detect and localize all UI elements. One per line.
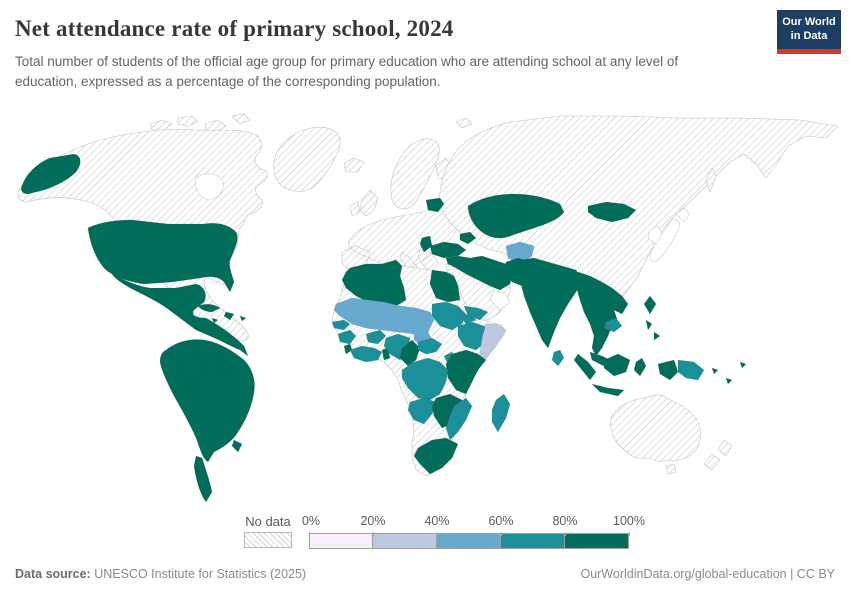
country-caucasus[interactable] [459,231,477,245]
country-iran-iraq-syria[interactable] [445,255,513,291]
country-papua-new-guinea[interactable] [677,359,705,381]
legend-bin-20-40[interactable] [373,533,437,549]
country-puerto-rico[interactable] [239,315,247,322]
country-gulf-of-guinea[interactable] [349,345,383,363]
page-title: Net attendance rate of primary school, 2… [15,16,454,41]
no-data-swatch[interactable] [244,532,292,548]
chart-footer: Data source: UNESCO Institute for Statis… [15,567,835,581]
country-yemen[interactable] [463,305,489,321]
legend-bin-80-100[interactable] [565,533,629,549]
owid-link[interactable]: OurWorldinData.org/global-education | CC… [580,567,835,581]
country-south-america[interactable] [159,339,255,463]
tick-60: 60% [488,514,514,528]
country-madagascar[interactable] [491,393,511,433]
legend-no-data[interactable]: No data [243,514,293,548]
country-egypt[interactable] [429,269,461,303]
country-afghanistan[interactable] [505,241,535,265]
country-korea[interactable] [647,225,663,245]
region-new-zealand-no-data[interactable] [703,439,733,471]
tick-0: 0% [301,514,321,528]
legend-bin-40-60[interactable] [437,533,501,549]
internal-borders [147,197,529,403]
country-central-asia[interactable] [467,193,565,239]
world-map[interactable] [0,108,850,504]
tick-100: 100% [613,514,645,528]
data-source-label: Data source: [15,567,91,581]
chart-subtitle: Total number of students of the official… [15,54,679,90]
country-mainland-se-asia[interactable] [573,271,629,357]
country-serbia[interactable] [419,235,433,253]
data-source: Data source: UNESCO Institute for Statis… [15,567,306,581]
country-cambodia[interactable] [603,317,623,333]
country-sri-lanka[interactable] [551,349,565,367]
country-cuba[interactable] [197,304,221,313]
legend-color-scale: 0% 20% 40% 60% 80% 100% [302,514,645,549]
owid-logo-line1: Our World [782,16,836,28]
country-mexico-central-america[interactable] [111,273,249,357]
country-south-africa[interactable] [413,437,459,475]
country-turkey[interactable] [429,241,467,259]
tick-80: 80% [552,514,578,528]
country-oman-uae[interactable] [489,289,511,311]
owid-logo-line2: in Data [790,29,828,42]
legend-swatches [309,533,631,549]
country-central-african-republic[interactable] [417,337,443,355]
hudson-bay [195,173,224,201]
country-mongolia[interactable] [587,201,637,223]
country-somalia[interactable] [479,323,507,365]
country-cameroon[interactable] [399,339,421,367]
tick-40: 40% [424,514,450,528]
country-philippines[interactable] [643,295,661,341]
region-uk-ireland-no-data[interactable] [349,189,379,217]
no-data-label: No data [245,514,291,529]
region-sakhalin [705,167,717,193]
country-mozambique-malawi[interactable] [445,397,473,441]
country-drc-congo-gabon[interactable] [401,357,449,401]
country-belarus[interactable] [425,197,445,213]
country-maghreb[interactable] [341,259,407,307]
region-australia-no-data[interactable] [610,394,701,475]
region-iceland-no-data[interactable] [343,157,365,173]
data-source-text: UNESCO Institute for Statistics (2025) [90,567,307,581]
country-hispaniola[interactable] [223,311,235,321]
country-indonesia[interactable] [573,353,679,397]
country-alaska[interactable] [21,153,81,195]
legend-bin-60-80[interactable] [501,533,565,549]
country-angola[interactable] [407,397,437,425]
country-chile[interactable] [193,455,213,503]
country-sudan[interactable] [431,301,467,331]
country-senegal[interactable] [331,319,351,331]
tick-20: 20% [360,514,386,528]
choropleth-svg[interactable] [0,108,850,504]
legend-tick-labels: 0% 20% 40% 60% 80% 100% [302,514,645,533]
country-uruguay[interactable] [231,439,243,453]
country-pacific-islands[interactable] [711,361,747,385]
owid-logo[interactable]: Our World in Data [777,10,841,54]
country-jamaica[interactable] [211,317,219,324]
country-burkina-faso[interactable] [365,329,387,345]
country-india[interactable] [517,257,583,349]
region-greenland-no-data[interactable] [273,126,341,192]
legend-bin-0-20[interactable] [309,533,373,549]
country-guinea[interactable] [337,329,357,345]
